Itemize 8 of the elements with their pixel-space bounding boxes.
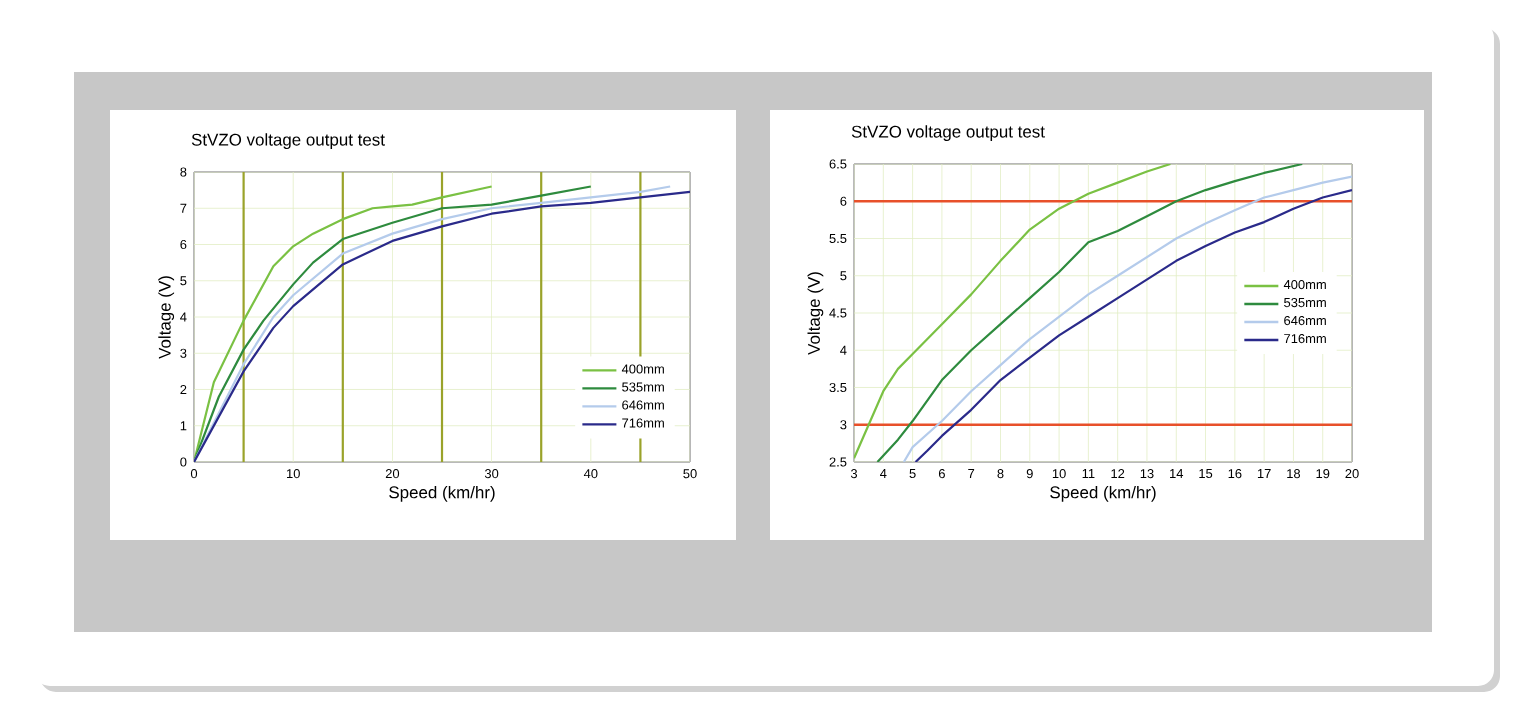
chart-title: StVZO voltage output test xyxy=(191,133,385,150)
line-series xyxy=(194,185,592,462)
chart-title: StVZO voltage output test xyxy=(851,125,1045,141)
x-axis-title: Speed (km/hr) xyxy=(389,485,495,502)
line-series xyxy=(194,185,493,462)
y-axis-title: Voltage (V) xyxy=(158,276,175,359)
y-axis-title: Voltage (V) xyxy=(807,272,824,355)
x-axis-title: Speed (km/hr) xyxy=(1050,485,1156,502)
